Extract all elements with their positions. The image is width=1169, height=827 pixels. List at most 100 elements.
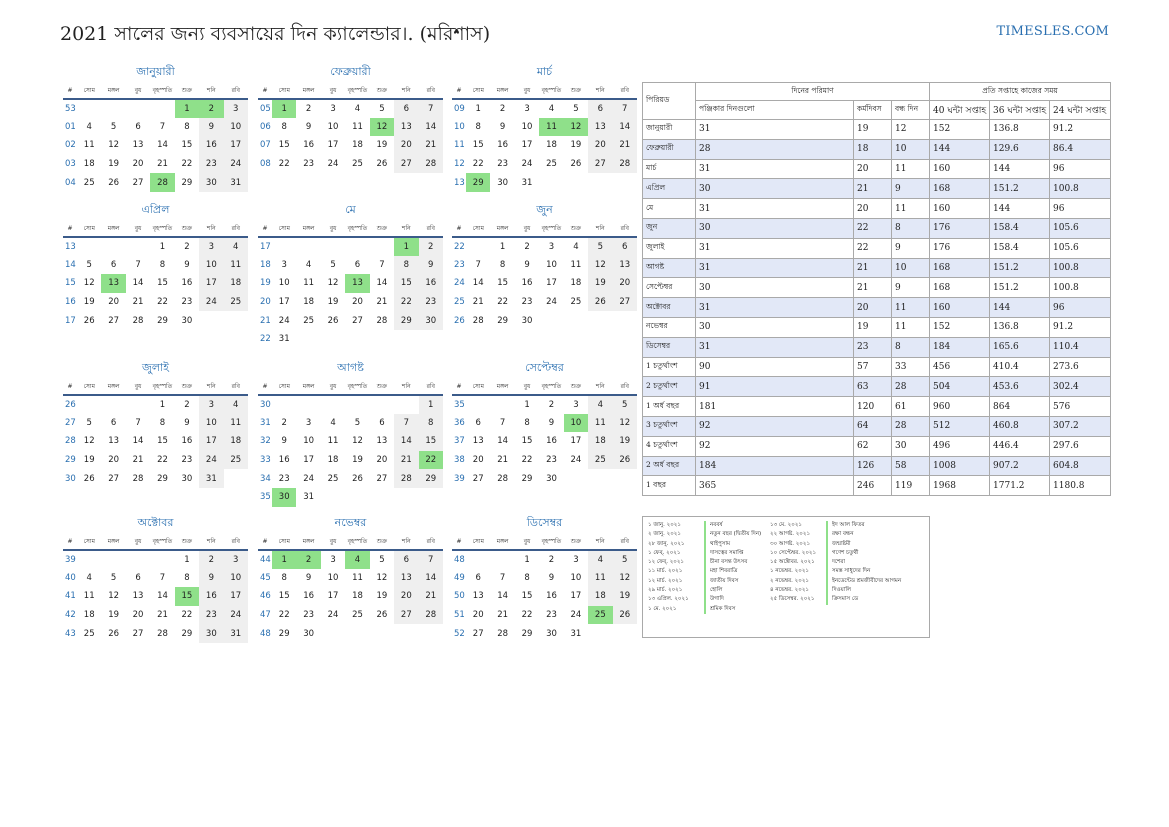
site-link[interactable]: TIMESLES.COM: [996, 24, 1109, 39]
day-cell: 20: [472, 610, 484, 621]
day-cell: 2: [548, 554, 555, 565]
weekday-header: রবি: [223, 378, 248, 396]
weekday-header: শুক্র: [563, 533, 589, 551]
weekday-header: শুক্র: [369, 220, 395, 238]
holiday-name: থাইপুসাম: [710, 540, 731, 547]
week-number: 43: [65, 628, 76, 639]
day-cell: [419, 330, 443, 349]
day-cell: 27: [352, 315, 363, 326]
day-cell: 17: [199, 432, 224, 451]
week-row: 42 18 19 20 21 22 23 24: [63, 605, 248, 625]
holiday-name: রক্ষা বন্ধন: [832, 531, 854, 538]
day-cell: [466, 395, 490, 414]
period-label: নভেম্বর: [642, 316, 696, 338]
day-cell: 29: [418, 469, 443, 488]
day-cell: 13: [132, 140, 144, 151]
day-cell: [77, 99, 101, 118]
day-cell: 25: [83, 628, 95, 639]
day-cell: 3: [199, 395, 224, 414]
weekday-header: মঙ্গল: [296, 533, 321, 551]
holiday-column-1: ১ জানু. ২০২১ নববর্ষ ২ জানু. ২০২১ নতুন বছর (…: [648, 521, 770, 633]
month-table: # সোম মঙ্গল বুধ বৃহস্পতি শুক্র শনি রবি 13 1 2 3 4 14 5…: [63, 220, 248, 330]
day-cell: 10: [223, 568, 248, 588]
day-cell: 19: [570, 140, 582, 151]
holiday-name: সমস্ত সাধুদের দিন: [832, 568, 871, 575]
col-header-24h: 24 ঘন্টা সপ্তাহ: [1049, 100, 1112, 120]
week-number: 50: [454, 591, 465, 602]
day-cell: 16: [199, 587, 224, 606]
week-number: 16: [65, 297, 76, 308]
day-cell: 2: [199, 99, 224, 118]
summary-value: 21: [853, 257, 892, 279]
week-number: 24: [454, 278, 465, 289]
day-cell: [370, 624, 394, 643]
day-cell: 16: [278, 455, 290, 466]
weekday-header: শুক্র: [563, 378, 589, 396]
day-cell: 13: [612, 255, 637, 275]
summary-value: 8: [890, 336, 931, 358]
day-cell: 12: [83, 436, 95, 447]
day-cell: 13: [394, 568, 419, 588]
day-cell: 18: [223, 432, 248, 451]
holiday-entry: ২৫ ডিসেম্বর. ২০২১ ক্রিসমাস ডে: [770, 595, 902, 605]
summary-value: 1968: [929, 475, 991, 497]
week-number-header: #: [258, 220, 272, 238]
weekday-header: শনি: [588, 378, 613, 396]
week-row: 37 13 14 15 16 17 18 19: [452, 432, 637, 451]
summary-value: 11: [890, 158, 931, 180]
month-calendar: জুলাই # সোম মঙ্গল বুধ বৃহস্পতি শুক্র শনি রবি 26 1 2…: [63, 360, 248, 488]
day-cell: [466, 237, 490, 256]
weekday-header: বৃহস্পতি: [345, 378, 370, 396]
holiday-entry: ১ মে. ২০২১ শ্রমিক দিবস: [648, 604, 770, 614]
day-cell: 11: [83, 140, 95, 151]
day-cell: 31: [278, 334, 290, 345]
summary-value: 152: [929, 119, 991, 140]
summary-row: 3 চতুর্থাংশ 92 64 28 512 460.8 307.2: [642, 415, 1112, 437]
day-cell: [77, 550, 101, 569]
week-row: 33 16 17 18 19 20 21 22: [258, 450, 443, 470]
weekday-header: শুক্র: [174, 533, 200, 551]
holiday-date: ২৯ মার্চ. ২০২১: [648, 587, 683, 594]
month-table: # সোম মঙ্গল বুধ বৃহস্পতি শুক্র শনি রবি 26 1 2 3 4 27 5…: [63, 378, 248, 488]
day-cell: 1: [475, 103, 481, 114]
holiday-marker: [826, 530, 828, 540]
day-cell: 15: [278, 140, 290, 151]
day-cell: 3: [573, 554, 579, 565]
month-name: এপ্রিল: [141, 203, 170, 216]
day-cell: 10: [563, 413, 589, 433]
weekday-header: মঙ্গল: [101, 82, 126, 100]
day-cell: 3: [524, 103, 530, 114]
day-cell: 17: [570, 591, 582, 602]
day-cell: 25: [352, 610, 363, 621]
day-cell: 28: [497, 473, 509, 484]
day-cell: [613, 173, 637, 192]
day-cell: [150, 550, 174, 569]
day-cell: 4: [223, 395, 248, 414]
summary-value: 100.8: [1049, 277, 1112, 299]
day-cell: 6: [612, 237, 637, 256]
day-cell: 30: [272, 487, 297, 507]
day-cell: 19: [352, 455, 363, 466]
day-cell: 7: [499, 572, 506, 583]
holiday-marker: [704, 558, 706, 568]
day-cell: 25: [352, 159, 363, 170]
day-cell: 16: [418, 274, 443, 293]
holiday-entry: ১০ সেপ্টেম্বর. ২০২১ গণেশ চতুর্থী: [770, 548, 902, 559]
day-cell: [321, 624, 345, 643]
summary-value: 1008: [929, 455, 991, 477]
day-cell: 6: [475, 572, 481, 583]
day-cell: [126, 550, 150, 569]
day-cell: [272, 237, 296, 256]
day-cell: 4: [588, 550, 613, 569]
week-row: 15 12 13 14 15 16 17 18: [63, 274, 248, 293]
days-group-header: দিনের পরিমাণ: [694, 82, 931, 101]
summary-value: 30: [695, 217, 854, 239]
summary-value: 160: [929, 297, 991, 318]
summary-row: 1 অর্ধ বছর 181 120 61 960 864 576: [642, 396, 1112, 417]
day-cell: 28: [150, 173, 175, 192]
day-cell: [345, 330, 369, 349]
day-cell: 22: [472, 159, 484, 170]
day-cell: [613, 624, 637, 643]
day-cell: 14: [132, 436, 144, 447]
day-cell: 21: [157, 610, 168, 621]
